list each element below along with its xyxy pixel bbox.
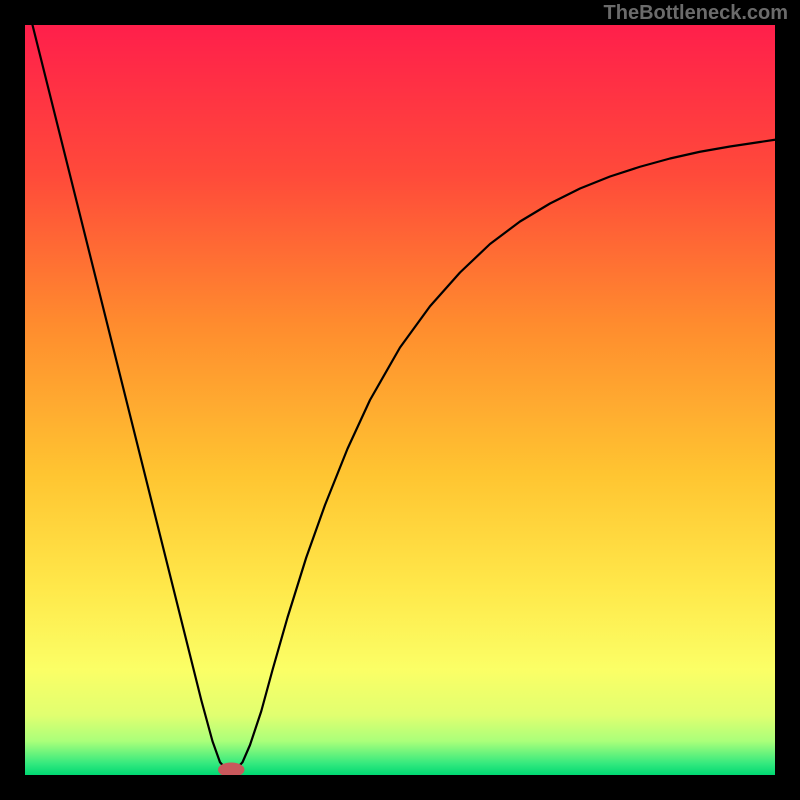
gradient-background <box>25 25 775 775</box>
plot-area <box>25 25 775 775</box>
watermark-label: TheBottleneck.com <box>604 2 788 25</box>
chart-container: TheBottleneck.com <box>0 0 800 800</box>
plot-svg <box>25 25 775 775</box>
minimum-marker <box>219 763 245 775</box>
